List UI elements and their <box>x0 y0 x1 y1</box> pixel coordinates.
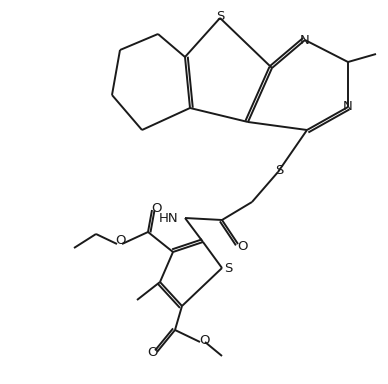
Text: S: S <box>275 164 283 177</box>
Text: N: N <box>300 33 310 46</box>
Text: S: S <box>216 10 224 23</box>
Text: O: O <box>147 346 157 359</box>
Text: O: O <box>116 235 126 248</box>
Text: HN: HN <box>158 212 178 225</box>
Text: O: O <box>199 333 209 346</box>
Text: S: S <box>224 263 232 275</box>
Text: O: O <box>152 202 162 215</box>
Text: N: N <box>343 101 353 114</box>
Text: O: O <box>238 240 248 253</box>
